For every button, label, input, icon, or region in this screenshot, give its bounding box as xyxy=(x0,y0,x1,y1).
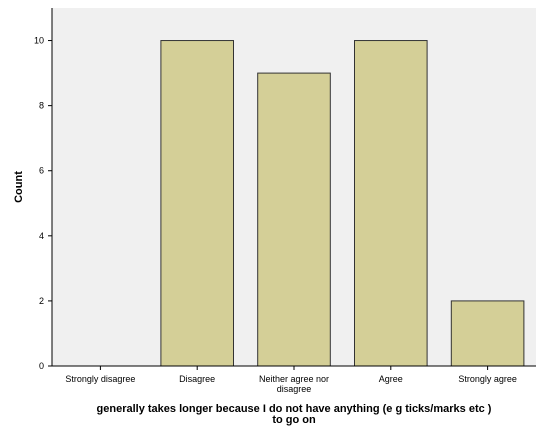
y-tick-label: 4 xyxy=(39,231,44,241)
y-tick-label: 10 xyxy=(34,36,44,46)
bar-2 xyxy=(257,72,331,367)
bars-group xyxy=(160,40,525,367)
y-axis-title: Count xyxy=(13,171,25,203)
y-tick-label: 8 xyxy=(39,101,44,111)
y-tick-label: 0 xyxy=(39,361,44,371)
x-tick-label: Strongly agree xyxy=(458,374,517,384)
x-ticks-group: Strongly disagree Disagree Neither agree n… xyxy=(65,366,517,394)
y-tick-label: 2 xyxy=(39,296,44,306)
x-tick-label: Agree xyxy=(379,374,403,384)
x-tick-label: Strongly disagree xyxy=(65,374,135,384)
y-tick-label: 6 xyxy=(39,166,44,176)
bar-4 xyxy=(450,300,525,367)
x-tick-label: Disagree xyxy=(179,374,215,384)
x-tick-label: Neither agree nor disagree xyxy=(259,374,329,394)
y-ticks-group: 0 2 4 6 8 10 xyxy=(34,36,52,371)
x-axis-title: generally takes longer because I do not … xyxy=(97,403,492,426)
bar-1 xyxy=(160,40,234,367)
bar-3 xyxy=(354,40,428,367)
